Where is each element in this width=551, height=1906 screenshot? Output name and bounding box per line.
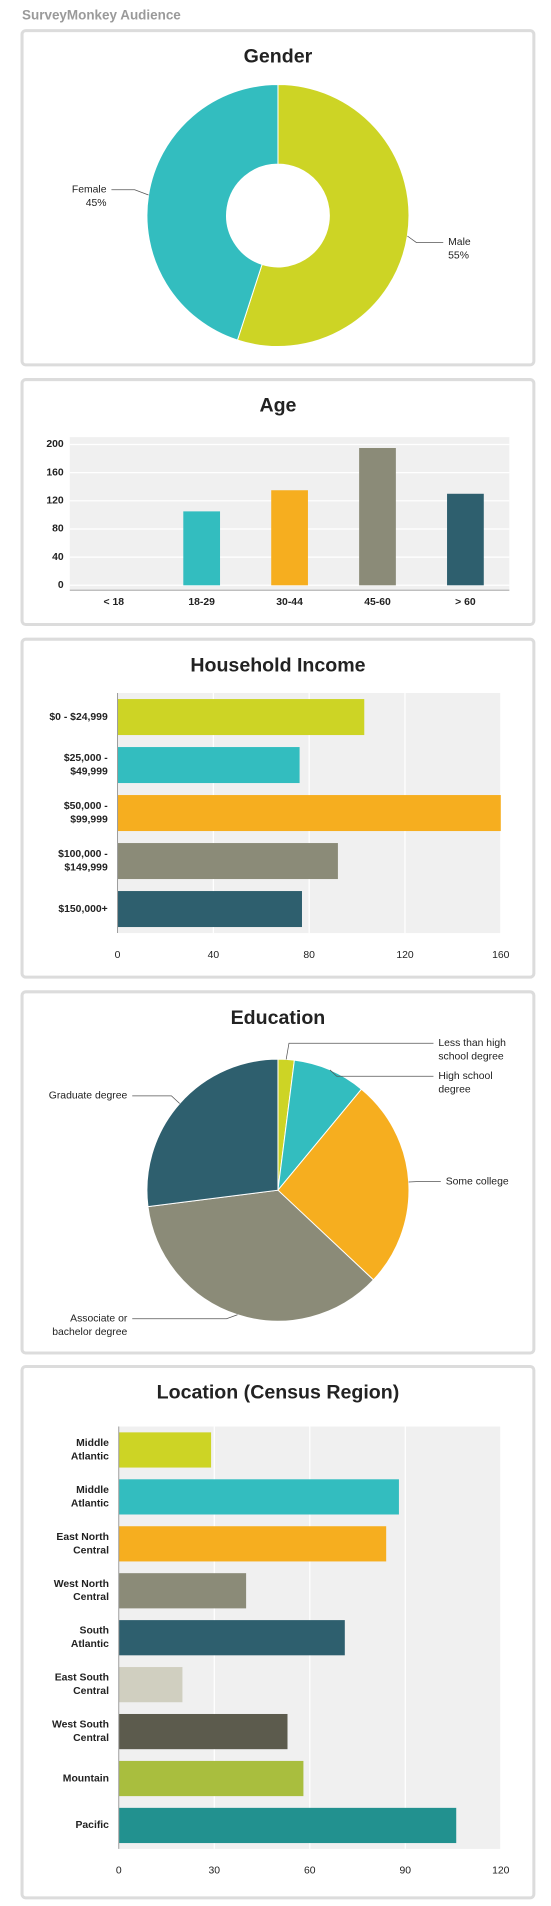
bar [118,1807,457,1844]
leader-line [132,1314,238,1320]
bar [118,1432,212,1468]
y-tick-label: 160 [46,467,64,478]
x-tick-label: > 60 [455,597,476,608]
pie-slice [146,84,279,341]
bar [183,511,221,586]
slice-label: Associate or [70,1313,128,1324]
chart-title: Household Income [190,654,365,676]
chart-title: Gender [244,46,313,68]
chart-title: Education [231,1007,326,1029]
y-tick-label: West South [52,1720,109,1731]
bar [118,1713,288,1750]
x-tick-label: 160 [492,950,510,961]
pie-slice [277,1088,410,1281]
bar [271,490,308,586]
x-tick-label: 0 [116,1866,122,1877]
y-tick-label: $99,999 [70,815,108,826]
bar [118,1526,387,1562]
bar [117,795,501,832]
y-tick-label: Pacific [75,1820,109,1831]
bar [117,843,338,880]
bar [118,1573,247,1609]
pie-slice [236,84,410,347]
leader-line [329,1069,434,1077]
bar [118,1620,345,1656]
y-tick-label: Central [73,1545,109,1556]
y-tick-label: Atlantic [71,1639,109,1650]
y-tick-label: Mountain [63,1773,109,1784]
leader-line [132,1095,180,1104]
bar [117,699,365,736]
y-tick-label: $50,000 - [64,801,108,812]
x-tick-label: < 18 [103,597,124,608]
x-tick-label: 80 [303,950,315,961]
slice-label: degree [438,1085,471,1096]
bar [117,891,302,928]
y-tick-label: West North [54,1579,109,1590]
y-tick-label: $150,000+ [58,904,107,915]
x-tick-label: 30-44 [276,597,303,608]
y-tick-label: $149,999 [64,863,108,874]
bar [118,1667,183,1703]
x-tick-label: 30 [208,1866,220,1877]
y-tick-label: $100,000 - [58,849,108,860]
slice-label: school degree [438,1051,503,1062]
slice-label: Female [72,185,107,196]
y-tick-label: Central [73,1686,109,1697]
y-tick-label: $49,999 [70,767,108,778]
slice-value-label: 55% [448,251,469,262]
x-tick-label: 45-60 [364,597,391,608]
y-tick-label: East South [55,1673,109,1684]
y-tick-label: 40 [52,552,64,563]
y-tick-label: East North [56,1532,109,1543]
y-tick-label: 200 [46,439,64,450]
leader-line [407,235,444,243]
y-tick-label: South [80,1626,109,1637]
bar [118,1479,399,1515]
slice-label: bachelor degree [52,1327,127,1338]
x-tick-label: 90 [400,1866,412,1877]
y-tick-label: Middle [76,1485,109,1496]
leader-line [285,1042,434,1060]
y-tick-label: $25,000 - [64,753,108,764]
leader-line [111,189,149,196]
x-tick-label: 0 [115,950,121,961]
bar [359,448,396,586]
y-tick-label: 0 [58,580,64,591]
slice-label: Some college [446,1176,509,1187]
y-tick-label: 80 [52,524,64,535]
slice-label: High school [438,1071,492,1082]
y-tick-label: Atlantic [71,1451,109,1462]
y-tick-label: Middle [76,1438,109,1449]
chart-panel [20,29,536,367]
y-tick-label: $0 - $24,999 [49,712,108,723]
x-tick-label: 18-29 [188,597,215,608]
page-title: SurveyMonkey Audience [22,7,181,22]
slice-value-label: 45% [86,198,107,209]
y-tick-label: Atlantic [71,1498,109,1509]
slice-label: Less than high [438,1038,506,1049]
x-tick-label: 120 [396,950,414,961]
bar [447,493,484,586]
bar [118,1760,304,1797]
x-tick-label: 40 [208,950,220,961]
x-tick-label: 120 [492,1866,510,1877]
y-tick-label: 120 [46,496,64,507]
y-tick-label: Central [73,1592,109,1603]
bar [117,747,300,784]
y-tick-label: Central [73,1733,109,1744]
slice-label: Graduate degree [49,1091,128,1102]
chart-title: Age [259,395,296,417]
slice-label: Male [448,237,471,248]
x-tick-label: 60 [304,1866,316,1877]
pie-slice [146,1058,279,1208]
chart-title: Location (Census Region) [157,1382,400,1404]
